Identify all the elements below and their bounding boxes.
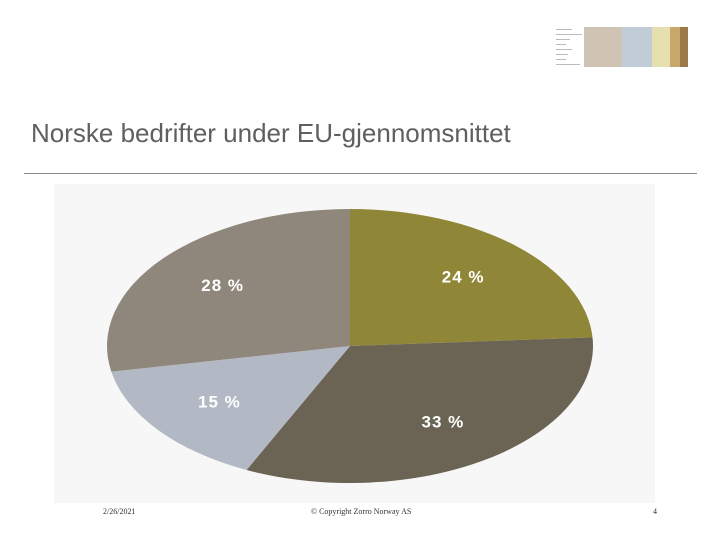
pie-slice-4	[106, 209, 350, 372]
title-divider	[24, 173, 697, 174]
thumbnail-bars	[584, 27, 688, 67]
pie-slice-2	[246, 337, 594, 483]
pie-slice-label-2: 33 %	[422, 413, 465, 432]
pie-slice-label-1: 24 %	[442, 268, 485, 287]
thumbnail-label-lines	[556, 29, 582, 65]
pie-slice-1	[350, 209, 593, 346]
slide-title: Norske bedrifter under EU-gjennomsnittet	[31, 118, 511, 148]
footer-page-number: 4	[653, 507, 657, 516]
pie-slice-label-4: 28 %	[201, 276, 244, 295]
pie-slice-3	[111, 346, 350, 470]
pie-chart-panel: 24 % 33 % 15 % 28 %	[54, 184, 655, 503]
footer-date: 2/26/2021	[103, 507, 136, 516]
pie-chart: 24 % 33 % 15 % 28 %	[106, 209, 594, 483]
footer-copyright: © Copyright Zorro Norway AS	[311, 507, 412, 516]
thumbnail-chart-image	[554, 26, 690, 70]
pie-slice-label-3: 15 %	[198, 393, 241, 412]
